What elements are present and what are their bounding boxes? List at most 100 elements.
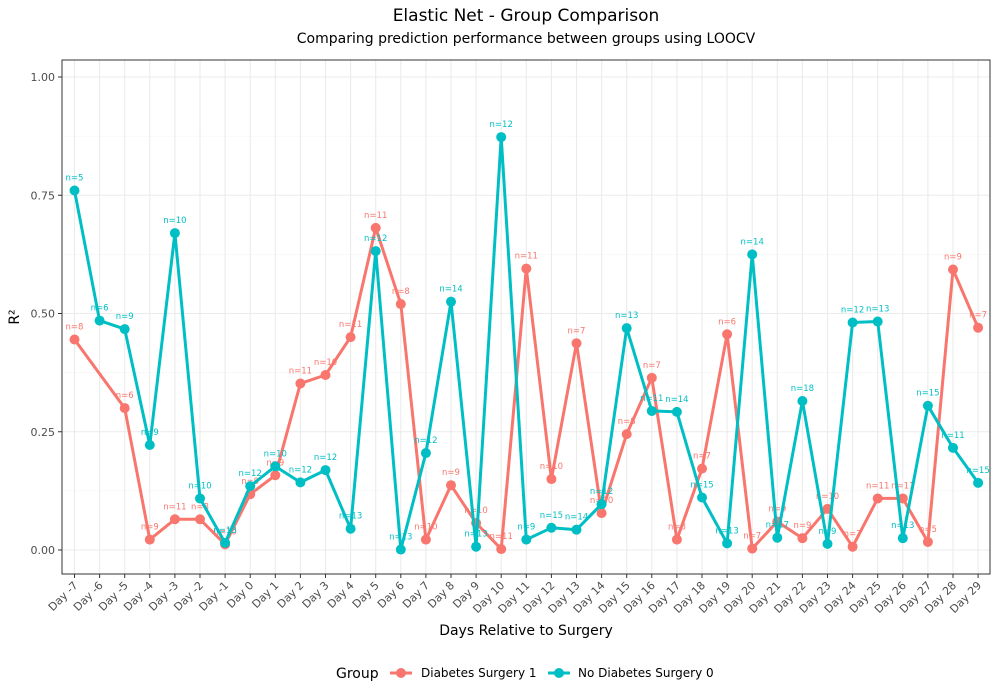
n-label: n=8: [191, 502, 209, 512]
data-point: [245, 481, 256, 492]
legend-label-no-diabetes: No Diabetes Surgery 0: [578, 666, 714, 680]
data-point: [797, 533, 808, 544]
n-label: n=13: [339, 512, 362, 522]
data-point: [195, 514, 205, 525]
n-label: n=11: [289, 367, 312, 377]
n-label: n=13: [891, 521, 914, 531]
data-point: [496, 132, 507, 143]
n-label: n=9: [944, 253, 962, 263]
n-label: n=15: [966, 466, 989, 476]
n-label: n=11: [163, 502, 186, 512]
data-point: [797, 396, 808, 407]
n-label: n=12: [364, 234, 387, 244]
data-point: [119, 324, 130, 335]
n-label: n=6: [91, 304, 109, 314]
data-point: [621, 429, 632, 440]
data-point: [973, 477, 984, 488]
data-point: [847, 541, 858, 552]
n-label: n=12: [289, 465, 312, 475]
legend-swatch-point-no-diabetes: [554, 668, 564, 678]
y-tick-label: 1.00: [31, 71, 56, 84]
grid: [62, 60, 990, 574]
data-point: [144, 439, 155, 450]
y-axis: 0.00 0.25 0.50 0.75 1.00: [31, 71, 62, 557]
n-label: n=12: [841, 305, 864, 315]
n-label: n=11: [339, 320, 362, 330]
data-point: [345, 332, 356, 343]
data-point: [370, 246, 381, 257]
n-label: n=10: [163, 216, 186, 226]
n-label: n=8: [392, 287, 410, 297]
n-label: n=7: [969, 311, 987, 321]
data-point: [521, 263, 532, 274]
data-point: [496, 544, 507, 555]
n-label: n=9: [442, 468, 460, 478]
n-label: n=13: [464, 530, 487, 540]
data-point: [697, 492, 707, 503]
n-label: n=15: [540, 511, 563, 521]
n-label: n=12: [239, 469, 262, 479]
n-label: n=9: [517, 523, 535, 533]
n-label: n=6: [116, 391, 134, 401]
n-label: n=15: [690, 480, 713, 490]
n-label: n=11: [640, 394, 663, 404]
data-point: [772, 532, 783, 543]
n-label: n=17: [766, 521, 789, 531]
n-label: n=14: [439, 285, 462, 295]
n-label: n=11: [941, 431, 964, 441]
data-point: [395, 544, 406, 555]
data-point: [295, 378, 306, 389]
n-label: n=12: [590, 487, 613, 497]
data-point: [270, 461, 281, 472]
data-point: [195, 493, 205, 504]
data-point: [446, 480, 456, 491]
n-label: n=6: [718, 317, 736, 327]
data-point: [671, 534, 682, 545]
data-point: [747, 543, 758, 554]
n-label: n=10: [540, 462, 563, 472]
data-point: [220, 537, 231, 548]
n-label: n=5: [66, 174, 84, 184]
data-point: [270, 470, 281, 481]
n-label: n=12: [490, 120, 513, 130]
data-point: [948, 264, 958, 275]
data-point: [596, 499, 607, 510]
n-label: n=9: [141, 523, 159, 533]
data-point: [546, 474, 557, 485]
data-point: [847, 317, 858, 328]
data-point: [370, 222, 381, 233]
n-label: n=7: [844, 530, 862, 540]
data-point: [872, 493, 883, 504]
plot-panel: [61, 59, 991, 575]
n-label: n=11: [364, 211, 387, 221]
chart-subtitle: Comparing prediction performance between…: [297, 31, 756, 47]
n-label: n=11: [891, 481, 914, 491]
data-point: [420, 448, 431, 459]
n-label: n=10: [188, 481, 211, 491]
n-label: n=13: [715, 526, 738, 536]
data-point: [571, 338, 582, 349]
n-label: n=12: [414, 436, 437, 446]
n-label: n=14: [565, 513, 588, 523]
n-label: n=9: [768, 505, 786, 515]
y-tick-label: 0.75: [31, 189, 56, 202]
n-label: n=9: [141, 428, 159, 438]
data-point: [546, 522, 557, 533]
n-label: n=11: [490, 532, 513, 542]
n-label: n=14: [665, 395, 688, 405]
n-label: n=10: [414, 523, 437, 533]
data-point: [922, 536, 933, 547]
data-point: [420, 534, 431, 545]
series-no-diabetes-surgery-0: n=5 n=6 n=9 n=9 n=10 n=10 n=13 n=12 n=10 n=12 n=12…: [66, 120, 990, 555]
data-point: [671, 406, 682, 417]
y-tick-label: 0.25: [31, 426, 56, 439]
data-point: [596, 508, 607, 519]
legend-label-diabetes: Diabetes Surgery 1: [421, 666, 537, 680]
n-label: n=7: [693, 452, 711, 462]
data-point: [646, 405, 657, 416]
series-diabetes-surgery-1: n=8n=6n=9n=11n=8n=10n=9n=9n=11n=10n=11n=…: [66, 211, 987, 555]
n-label: n=8: [66, 323, 84, 333]
data-point: [897, 493, 908, 504]
x-axis-title: Days Relative to Surgery: [439, 623, 613, 639]
